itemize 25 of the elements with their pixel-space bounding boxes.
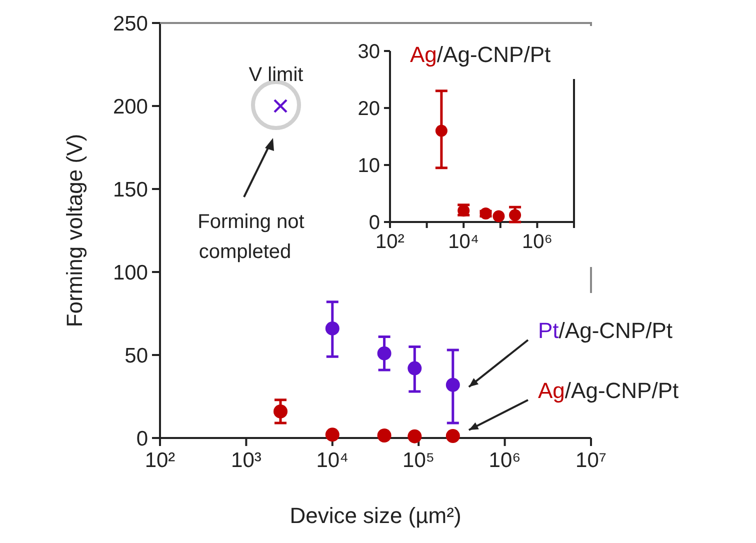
annotation: V limit [248, 64, 304, 86]
annotation: Forming not completed [198, 211, 305, 263]
y-tick-label: 20 [358, 98, 380, 120]
x-axis-title: Device size (µm²) [290, 503, 462, 528]
y-tick-label: 30 [358, 41, 380, 64]
y-axis-title: Forming voltage (V) [62, 134, 87, 328]
x-tick-label: 10⁴ [448, 231, 480, 253]
y-tick-label: 250 [112, 12, 148, 36]
x-tick-label: 10⁶ [488, 449, 521, 472]
x-tick-label: 10² [144, 449, 176, 472]
y-tick-label: 10 [358, 155, 380, 178]
y-tick-label: 50 [124, 344, 148, 368]
x-tick-label: 10³ [231, 449, 262, 472]
x-tick-label: 10⁶ [522, 231, 552, 253]
point [492, 210, 505, 222]
y-tick-label: 0 [136, 428, 148, 451]
x-tick-label: 10⁴ [316, 449, 349, 472]
text: Ag/Ag-CNP/Pt [538, 378, 679, 403]
x-tick-label: 10⁷ [576, 449, 606, 472]
text: Pt/Ag-CNP/Pt [538, 318, 672, 343]
text: Ag/Ag-CNP/Pt [410, 42, 551, 67]
x-tick-label: 10⁵ [402, 449, 435, 472]
y-tick-label: 200 [112, 96, 148, 119]
y-tick-label: 150 [112, 178, 148, 202]
y-tick-label: 100 [112, 262, 148, 285]
